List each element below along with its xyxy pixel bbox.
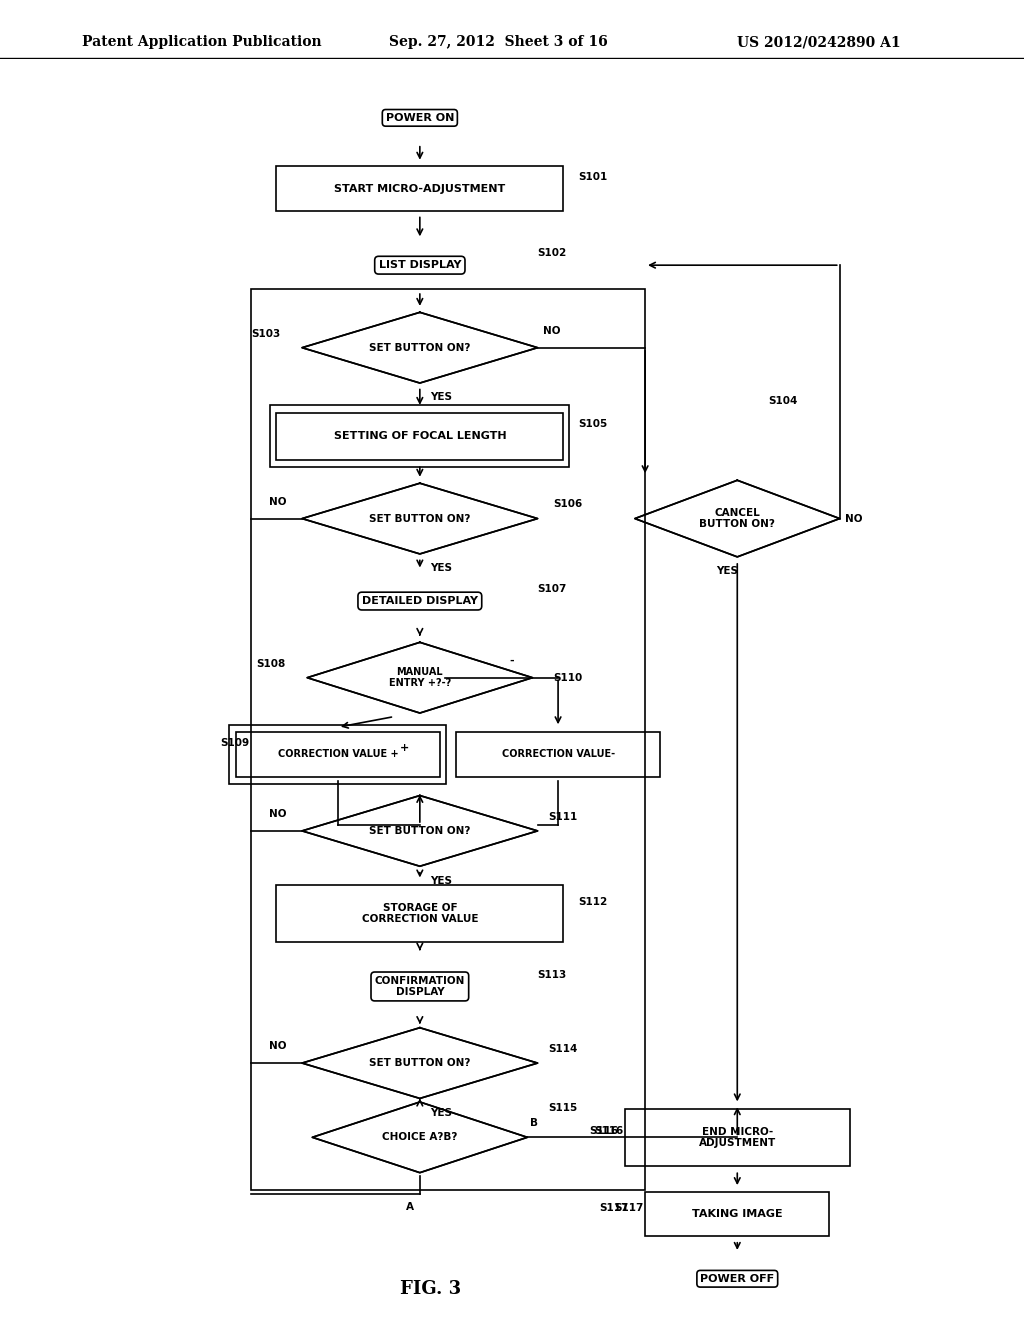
Bar xyxy=(456,731,660,776)
Text: SET BUTTON ON?: SET BUTTON ON? xyxy=(370,513,470,524)
Bar xyxy=(625,1109,850,1166)
Text: POWER OFF: POWER OFF xyxy=(700,1274,774,1284)
Text: S112: S112 xyxy=(579,896,608,907)
Text: YES: YES xyxy=(430,392,452,403)
Text: S108: S108 xyxy=(256,659,286,668)
Text: S116: S116 xyxy=(589,1126,618,1137)
Text: NO: NO xyxy=(269,1041,287,1051)
Text: SET BUTTON ON?: SET BUTTON ON? xyxy=(370,826,470,836)
Bar xyxy=(276,166,563,211)
Text: MANUAL
ENTRY +?-?: MANUAL ENTRY +?-? xyxy=(389,667,451,689)
Text: CANCEL
BUTTON ON?: CANCEL BUTTON ON? xyxy=(699,508,775,529)
Text: NO: NO xyxy=(269,809,287,820)
Text: DETAILED DISPLAY: DETAILED DISPLAY xyxy=(361,597,478,606)
Bar xyxy=(276,886,563,941)
Text: S109: S109 xyxy=(220,738,249,747)
Polygon shape xyxy=(302,483,538,554)
Text: LIST DISPLAY: LIST DISPLAY xyxy=(379,260,461,271)
Text: S104: S104 xyxy=(768,396,798,405)
Bar xyxy=(645,1192,829,1237)
Text: YES: YES xyxy=(716,566,738,576)
Text: S101: S101 xyxy=(579,172,608,182)
Text: S117: S117 xyxy=(599,1203,629,1213)
Text: CORRECTION VALUE-: CORRECTION VALUE- xyxy=(502,750,614,759)
Text: S106: S106 xyxy=(553,499,583,510)
Text: POWER ON: POWER ON xyxy=(386,112,454,123)
Text: NO: NO xyxy=(543,326,560,335)
Text: SET BUTTON ON?: SET BUTTON ON? xyxy=(370,1059,470,1068)
Text: SET BUTTON ON?: SET BUTTON ON? xyxy=(370,343,470,352)
Text: YES: YES xyxy=(430,875,452,886)
Text: S110: S110 xyxy=(553,673,583,682)
Text: NO: NO xyxy=(845,513,862,524)
Text: A: A xyxy=(406,1203,414,1212)
Bar xyxy=(251,289,645,1191)
Polygon shape xyxy=(302,1028,538,1098)
Text: +: + xyxy=(399,743,410,754)
Text: S111: S111 xyxy=(548,812,578,822)
Text: S105: S105 xyxy=(579,420,608,429)
Polygon shape xyxy=(307,643,532,713)
Text: S103: S103 xyxy=(251,329,281,338)
Polygon shape xyxy=(635,480,840,557)
Text: -: - xyxy=(510,656,514,665)
Text: CONFIRMATION
DISPLAY: CONFIRMATION DISPLAY xyxy=(375,975,465,998)
Text: CHOICE A?B?: CHOICE A?B? xyxy=(382,1133,458,1142)
Text: S116: S116 xyxy=(594,1126,624,1137)
Bar xyxy=(276,412,563,459)
Polygon shape xyxy=(312,1102,527,1172)
Text: SETTING OF FOCAL LENGTH: SETTING OF FOCAL LENGTH xyxy=(334,432,506,441)
Text: START MICRO-ADJUSTMENT: START MICRO-ADJUSTMENT xyxy=(334,183,506,194)
Text: NO: NO xyxy=(269,496,287,507)
Text: END MICRO-
ADJUSTMENT: END MICRO- ADJUSTMENT xyxy=(698,1126,776,1148)
Polygon shape xyxy=(302,796,538,866)
Text: Patent Application Publication: Patent Application Publication xyxy=(82,36,322,49)
Text: S102: S102 xyxy=(538,248,567,259)
Text: YES: YES xyxy=(430,1107,452,1118)
Text: TAKING IMAGE: TAKING IMAGE xyxy=(692,1209,782,1218)
Text: B: B xyxy=(530,1118,539,1127)
Text: S114: S114 xyxy=(548,1044,578,1053)
Text: FIG. 3: FIG. 3 xyxy=(399,1279,461,1298)
Bar xyxy=(236,731,440,776)
Bar xyxy=(229,725,446,784)
Text: STORAGE OF
CORRECTION VALUE: STORAGE OF CORRECTION VALUE xyxy=(361,903,478,924)
Text: S113: S113 xyxy=(538,970,567,979)
Text: Sep. 27, 2012  Sheet 3 of 16: Sep. 27, 2012 Sheet 3 of 16 xyxy=(389,36,608,49)
Polygon shape xyxy=(302,313,538,383)
Text: US 2012/0242890 A1: US 2012/0242890 A1 xyxy=(737,36,901,49)
Text: S107: S107 xyxy=(538,585,567,594)
Text: S115: S115 xyxy=(548,1102,578,1113)
Text: S117: S117 xyxy=(614,1203,644,1213)
Text: CORRECTION VALUE +: CORRECTION VALUE + xyxy=(278,750,398,759)
Text: YES: YES xyxy=(430,564,452,573)
Bar xyxy=(270,405,569,467)
